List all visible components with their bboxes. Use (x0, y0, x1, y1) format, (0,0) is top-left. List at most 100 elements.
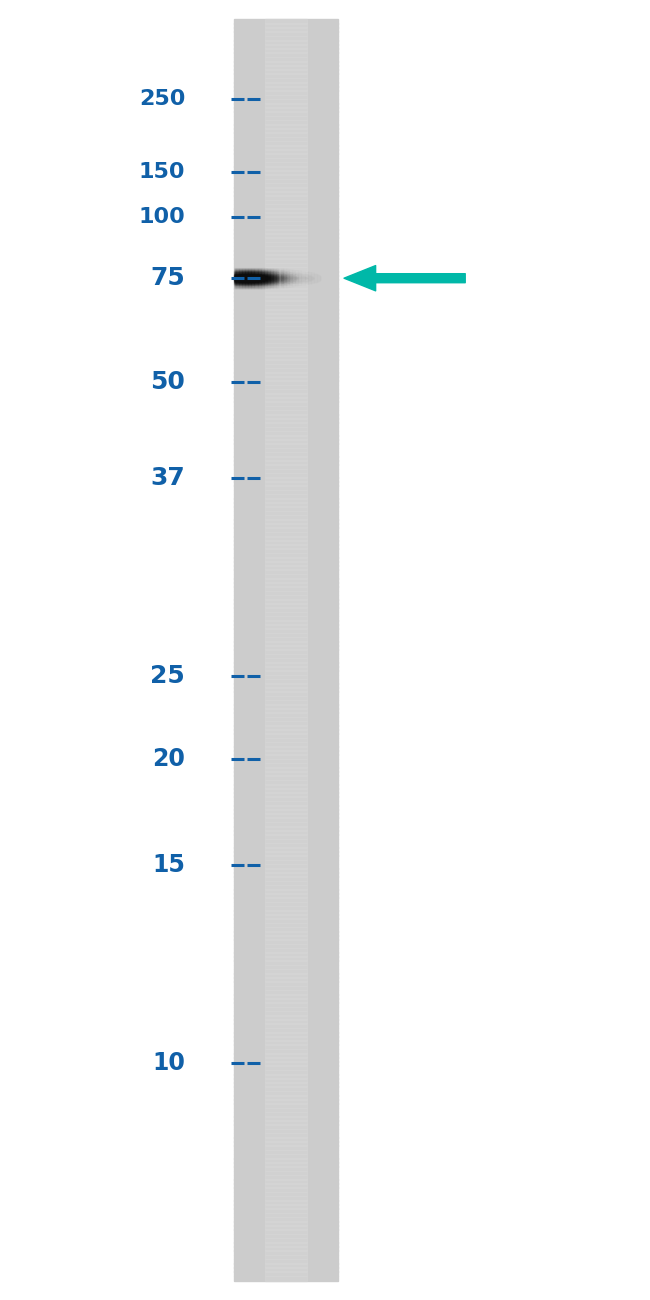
Bar (265, 99, 307, 104)
Bar (265, 1091, 307, 1096)
Bar (265, 944, 307, 949)
Bar (234, 910, 338, 915)
Bar (234, 272, 338, 276)
Bar (265, 822, 307, 827)
Bar (265, 150, 307, 153)
Bar (265, 1027, 307, 1032)
Bar (234, 742, 338, 746)
Bar (234, 1204, 338, 1209)
Bar (234, 460, 338, 465)
Bar (265, 300, 307, 306)
Bar (234, 124, 338, 129)
Bar (265, 696, 307, 701)
Bar (265, 902, 307, 906)
Bar (234, 650, 338, 654)
Bar (234, 645, 338, 650)
Bar (234, 801, 338, 806)
Bar (265, 1036, 307, 1041)
Bar (234, 170, 338, 176)
Bar (265, 675, 307, 680)
Bar (265, 195, 307, 200)
Bar (265, 1166, 307, 1171)
Bar (265, 124, 307, 129)
Bar (265, 692, 307, 697)
Bar (234, 1217, 338, 1222)
Bar (234, 191, 338, 196)
Bar (234, 1049, 338, 1053)
Bar (265, 426, 307, 432)
Bar (265, 645, 307, 650)
Text: 15: 15 (152, 853, 185, 876)
Bar (234, 699, 338, 705)
Bar (265, 1124, 307, 1130)
Bar (265, 410, 307, 415)
Bar (265, 818, 307, 823)
Bar (265, 1238, 307, 1243)
Bar (265, 170, 307, 176)
Bar (234, 792, 338, 797)
Bar (265, 699, 307, 705)
Bar (234, 1225, 338, 1230)
Bar (234, 187, 338, 192)
Bar (234, 57, 338, 61)
Bar (265, 326, 307, 330)
Bar (234, 616, 338, 620)
Bar (265, 599, 307, 603)
Bar (265, 733, 307, 738)
Bar (234, 1040, 338, 1045)
Bar (234, 868, 338, 872)
Bar (234, 818, 338, 823)
Bar (265, 313, 307, 318)
Bar (234, 528, 338, 532)
Bar (234, 502, 338, 507)
Bar (234, 549, 338, 554)
Bar (234, 436, 338, 439)
Bar (265, 166, 307, 170)
Text: 250: 250 (139, 88, 185, 109)
Bar (234, 410, 338, 415)
Bar (234, 1170, 338, 1175)
Bar (234, 263, 338, 268)
Bar (265, 658, 307, 663)
Bar (234, 1264, 338, 1268)
Bar (265, 763, 307, 768)
Bar (234, 1213, 338, 1217)
Bar (234, 330, 338, 334)
Bar (234, 641, 338, 646)
Bar (234, 216, 338, 221)
Bar (234, 166, 338, 170)
Bar (234, 662, 338, 667)
Bar (234, 1254, 338, 1260)
Bar (265, 1264, 307, 1268)
Bar (234, 1268, 338, 1273)
Bar (265, 935, 307, 940)
Bar (265, 23, 307, 27)
Bar (265, 161, 307, 166)
Bar (265, 133, 307, 138)
Bar (234, 1132, 338, 1138)
Bar (265, 216, 307, 221)
Bar (234, 902, 338, 906)
Bar (265, 27, 307, 32)
Bar (265, 666, 307, 671)
Bar (234, 376, 338, 381)
Bar (234, 805, 338, 810)
Bar (265, 1115, 307, 1121)
Bar (265, 296, 307, 302)
Bar (265, 540, 307, 545)
Bar (265, 321, 307, 326)
Bar (234, 1057, 338, 1062)
Bar (265, 187, 307, 192)
Bar (265, 775, 307, 780)
Bar (234, 562, 338, 566)
Bar (234, 536, 338, 541)
Bar (265, 994, 307, 998)
Bar (265, 1217, 307, 1222)
Bar (265, 381, 307, 385)
Bar (234, 359, 338, 364)
Bar (265, 708, 307, 712)
Bar (265, 1066, 307, 1070)
Bar (234, 846, 338, 852)
Bar (234, 1121, 338, 1124)
Bar (265, 507, 307, 511)
